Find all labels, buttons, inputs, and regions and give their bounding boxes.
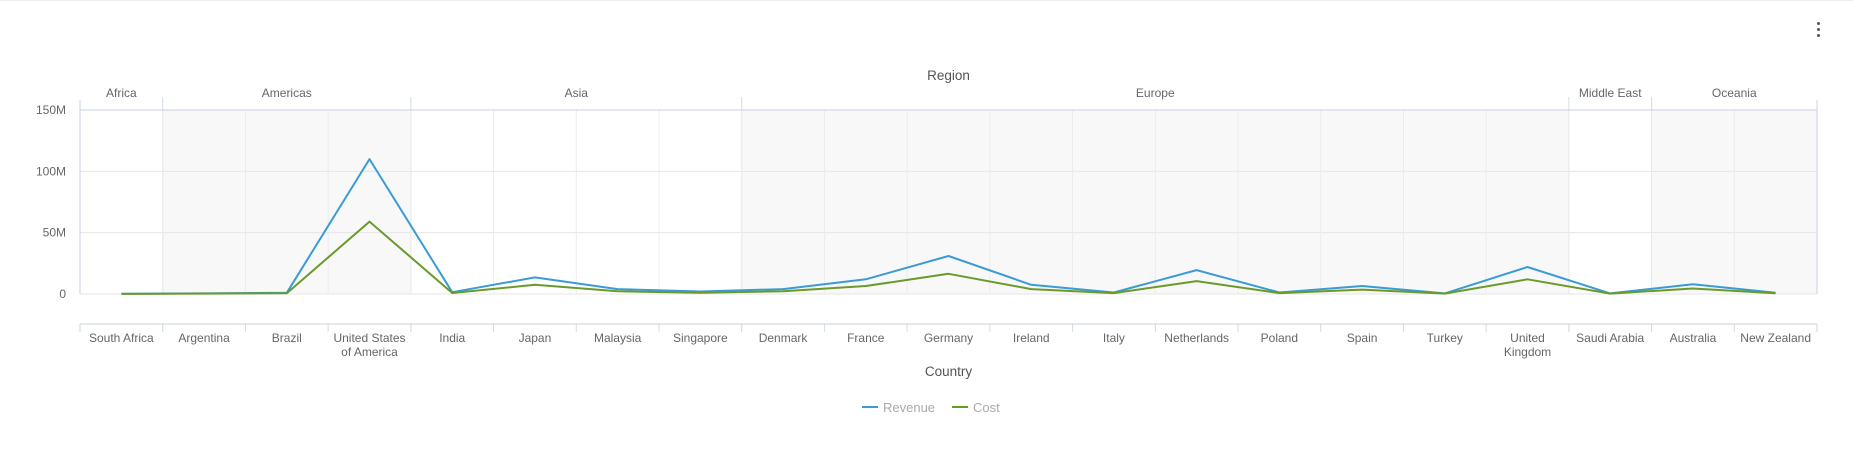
x-tick-label-line: Germany	[924, 331, 973, 345]
x-tick-label: Argentina	[178, 331, 230, 345]
x-axis-title: Country	[925, 364, 973, 379]
x-tick-label-line: Turkey	[1427, 331, 1463, 345]
x-tick-label: Germany	[924, 331, 973, 345]
more-options-button[interactable]	[1808, 18, 1828, 40]
y-tick-label: 50M	[43, 226, 66, 240]
x-tick-label-line: Saudi Arabia	[1576, 331, 1644, 345]
x-tick-label-line: Ireland	[1013, 331, 1050, 345]
region-label: Europe	[1136, 86, 1175, 100]
y-tick-label: 0	[59, 287, 66, 301]
region-label: Africa	[106, 86, 137, 100]
plot-frame	[79, 100, 1818, 332]
legend-label: Revenue	[883, 400, 935, 415]
x-tick-label: New Zealand	[1740, 331, 1811, 345]
x-tick-label: Poland	[1261, 331, 1298, 345]
x-tick-label-line: New Zealand	[1740, 331, 1811, 345]
x-tick-label-line: India	[439, 331, 465, 345]
x-tick-label: Malaysia	[594, 331, 642, 345]
x-tick-label: Ireland	[1013, 331, 1050, 345]
x-tick-label: Italy	[1103, 331, 1125, 345]
x-tick-label-line: Poland	[1261, 331, 1298, 345]
x-tick-label-line: of America	[341, 345, 398, 359]
y-axis-ticks: 0 50M 100M 150M	[36, 103, 66, 301]
legend-label: Cost	[973, 400, 1000, 415]
legend: Revenue Cost	[862, 400, 1000, 415]
x-axis-ticks: South Africa Argentina Brazil United States…	[89, 331, 1811, 359]
x-tick-label-line: Spain	[1347, 331, 1378, 345]
x-tick-label: Spain	[1347, 331, 1378, 345]
x-tick-label-line: Argentina	[178, 331, 230, 345]
x-tick-label-line: Denmark	[759, 331, 809, 345]
more-vertical-icon	[1816, 21, 1820, 25]
x-tick-label: United Kingdom	[1504, 331, 1551, 359]
x-tick-label-line: Brazil	[272, 331, 302, 345]
series-line-revenue	[121, 158, 1776, 295]
group-axis-title: Region	[927, 68, 970, 83]
x-tick-label: United States of America	[333, 331, 405, 359]
series-lines	[121, 158, 1776, 295]
y-tick-label: 100M	[36, 164, 66, 178]
x-tick-label-line: United States	[333, 331, 405, 345]
region-label: Middle East	[1579, 86, 1642, 100]
region-label: Oceania	[1712, 86, 1757, 100]
x-tick-label-line: Japan	[519, 331, 552, 345]
category-dividers	[162, 97, 1735, 332]
region-label: Asia	[565, 86, 589, 100]
x-tick-label: Japan	[519, 331, 552, 345]
region-labels: Africa Americas Asia Europe Middle East Ocean…	[106, 86, 1757, 100]
top-divider	[0, 0, 1853, 1]
more-vertical-icon-dot	[1816, 33, 1820, 37]
x-tick-label-line: Australia	[1670, 331, 1717, 345]
region-band	[162, 110, 411, 294]
x-tick-label: South Africa	[89, 331, 154, 345]
x-tick-label-line: United	[1510, 331, 1545, 345]
x-tick-label-line: South Africa	[89, 331, 154, 345]
x-tick-label-line: Kingdom	[1504, 345, 1551, 359]
x-tick-label: France	[847, 331, 885, 345]
x-tick-label: Netherlands	[1164, 331, 1229, 345]
x-tick-label-line: France	[847, 331, 885, 345]
series-line-cost	[121, 220, 1776, 295]
x-tick-label: Brazil	[272, 331, 302, 345]
y-tick-label: 150M	[36, 103, 66, 117]
x-tick-label: Denmark	[759, 331, 809, 345]
x-tick-label: Singapore	[673, 331, 728, 345]
region-label: Americas	[262, 86, 312, 100]
more-vertical-icon-dot	[1816, 27, 1820, 31]
x-tick-label: Turkey	[1427, 331, 1463, 345]
x-tick-label-line: Italy	[1103, 331, 1125, 345]
x-tick-label-line: Malaysia	[594, 331, 642, 345]
x-tick-label: Australia	[1670, 331, 1717, 345]
x-tick-label: Saudi Arabia	[1576, 331, 1644, 345]
x-tick-label-line: Singapore	[673, 331, 728, 345]
x-tick-label: India	[439, 331, 465, 345]
x-tick-label-line: Netherlands	[1164, 331, 1229, 345]
